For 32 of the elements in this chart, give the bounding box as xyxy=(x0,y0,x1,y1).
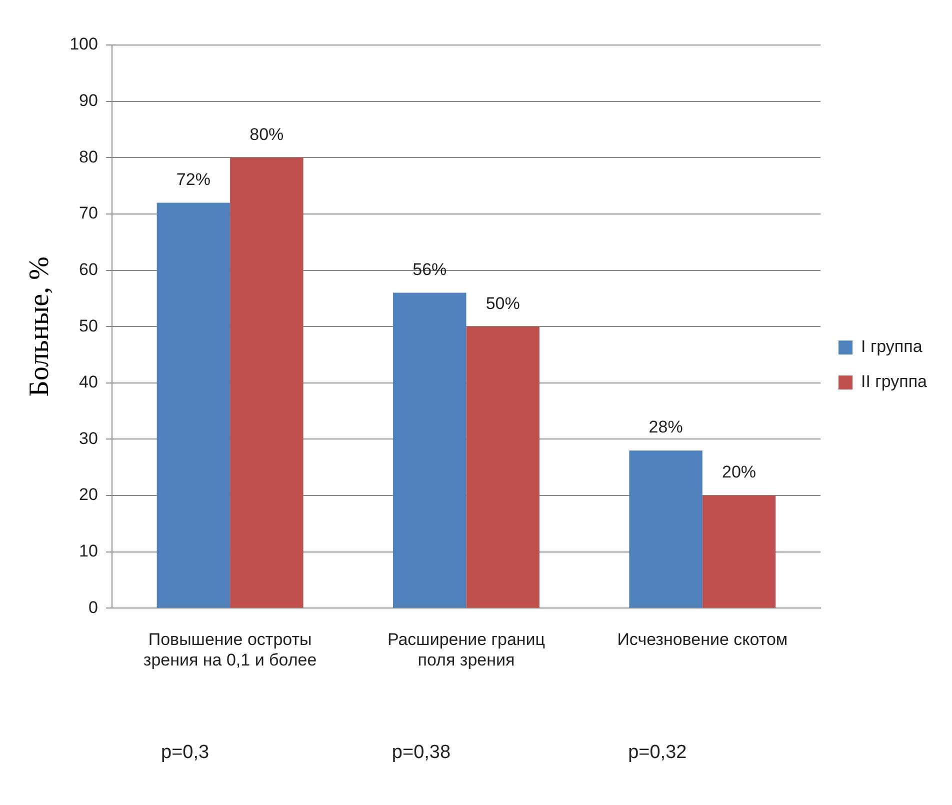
bar xyxy=(466,326,540,608)
text: p=0,38 xyxy=(392,742,451,764)
legend-label: II группа xyxy=(861,372,928,392)
x-tick-label: Исчезновение скотом xyxy=(617,630,788,650)
y-tick-label: 40 xyxy=(79,372,98,392)
bar xyxy=(156,202,230,608)
data-label: 50% xyxy=(486,294,520,313)
y-tick-label: 60 xyxy=(79,260,98,279)
bar xyxy=(629,450,702,608)
y-tick-label: 10 xyxy=(79,542,98,561)
y-tick-label: 100 xyxy=(70,34,98,54)
legend-label: I группа xyxy=(861,337,923,356)
bar xyxy=(393,292,466,608)
x-tick-label: Повышение остроты зрения на 0,1 и более xyxy=(143,630,317,670)
bar xyxy=(702,496,776,608)
data-label: 28% xyxy=(648,418,683,437)
y-axis-title: Больные, % xyxy=(24,256,56,397)
data-label: 72% xyxy=(176,170,210,189)
y-tick-label: 20 xyxy=(79,485,98,504)
text: p=0,32 xyxy=(628,742,687,764)
y-tick-label: 0 xyxy=(88,598,98,617)
y-tick-label: 70 xyxy=(79,204,98,223)
text: p=0,3 xyxy=(161,742,210,764)
data-label: 56% xyxy=(412,260,447,279)
y-tick-label: 90 xyxy=(79,91,98,110)
y-tick-label: 80 xyxy=(79,147,98,166)
bar xyxy=(230,158,304,608)
data-label: 20% xyxy=(722,462,756,482)
x-tick-label: Расширение границ поля зрения xyxy=(387,630,546,670)
y-tick-label: 30 xyxy=(79,428,98,448)
data-label: 80% xyxy=(250,124,284,144)
y-tick-label: 50 xyxy=(79,316,98,336)
